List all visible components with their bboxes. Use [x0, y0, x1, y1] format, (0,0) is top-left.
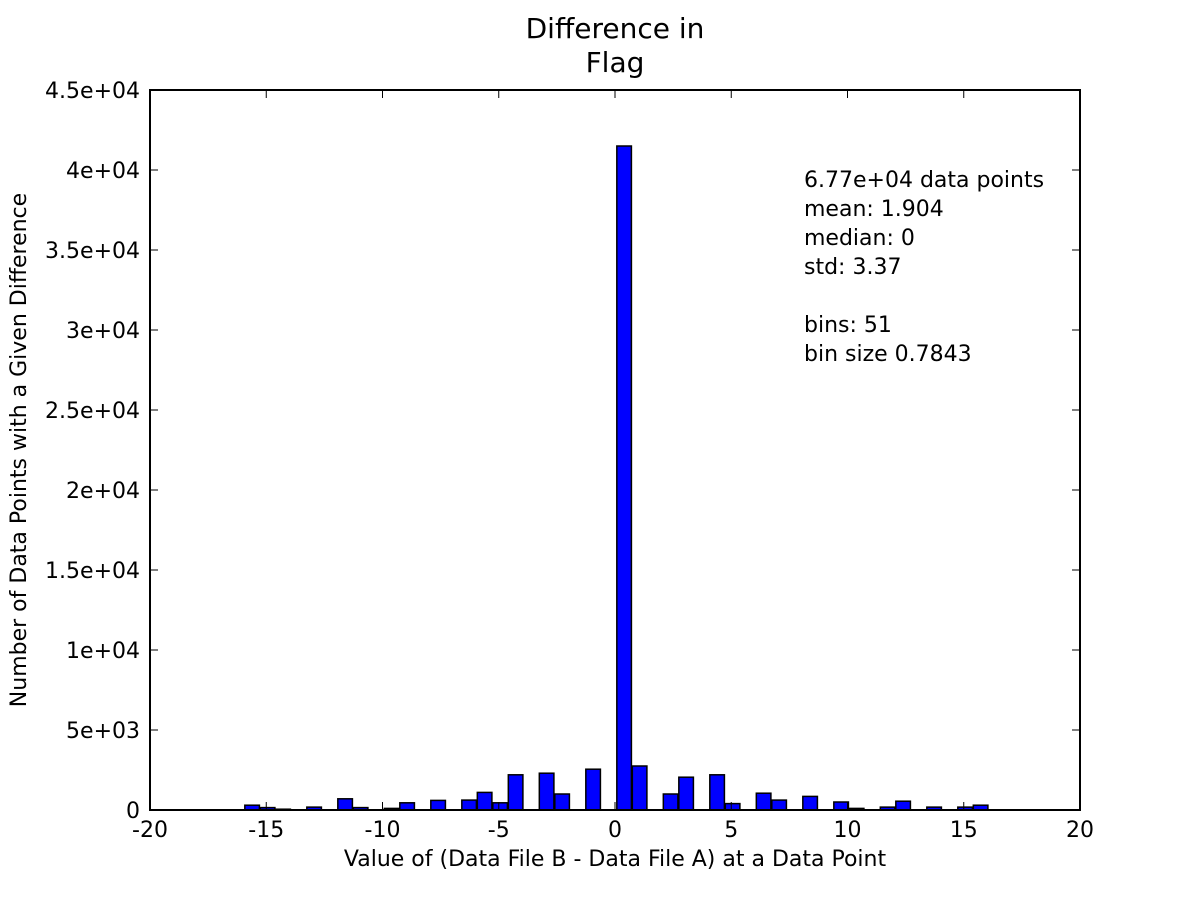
histogram-bar [631, 765, 648, 811]
annotation-line: median: 0 [804, 226, 915, 251]
x-tick-label: 5 [724, 818, 738, 843]
y-tick-label: 3e+04 [66, 319, 140, 344]
y-axis-label: Number of Data Points with a Given Diffe… [7, 193, 32, 707]
annotation-line: bin size 0.7843 [804, 342, 972, 367]
histogram-bar [895, 800, 912, 811]
chart-title-line-2: Flag [586, 46, 645, 79]
y-tick-label: 0 [126, 799, 140, 824]
histogram-bar [399, 802, 416, 811]
histogram-bar [771, 799, 788, 811]
histogram-bar [755, 792, 772, 811]
histogram-bar [616, 145, 633, 811]
histogram-bar [554, 793, 571, 811]
y-tick-label: 4e+04 [66, 159, 140, 184]
x-tick-label: 10 [834, 818, 862, 843]
histogram-bar [802, 795, 819, 811]
histogram-bar [461, 799, 478, 811]
annotation-line: std: 3.37 [804, 255, 901, 280]
y-tick-label: 2e+04 [66, 479, 140, 504]
ticks-group: -20 -15 -10 -5 0 5 10 15 20 0 5e+03 1e+04 1.5e+04 2e+… [45, 79, 1094, 843]
y-tick-label: 3.5e+04 [45, 239, 140, 264]
y-tick-label: 4.5e+04 [45, 79, 140, 104]
x-axis-label: Value of (Data File B - Data File A) at … [344, 847, 887, 872]
histogram-bar [538, 772, 555, 811]
bars-group [244, 145, 989, 811]
histogram-bar [492, 802, 509, 811]
histogram-bar [833, 801, 850, 811]
histogram-bar [337, 798, 354, 811]
y-tick-label: 1.5e+04 [45, 559, 140, 584]
y-tick-label: 5e+03 [66, 719, 140, 744]
stats-annotation: 6.77e+04 data points mean: 1.904 median: 0… [804, 168, 1044, 367]
histogram-bar [507, 774, 524, 811]
y-tick-label: 2.5e+04 [45, 399, 140, 424]
annotation-line: mean: 1.904 [804, 197, 944, 222]
x-tick-label: -10 [365, 818, 401, 843]
histogram-bar [585, 768, 602, 811]
x-tick-label: -5 [488, 818, 510, 843]
y-tick-label: 1e+04 [66, 639, 140, 664]
chart-title-line-1: Difference in [526, 12, 705, 45]
plot-frame [149, 89, 1081, 811]
x-tick-label: -20 [132, 818, 168, 843]
annotation-line: bins: 51 [804, 313, 892, 338]
histogram-bar [430, 799, 447, 811]
histogram-bar [662, 793, 679, 811]
x-tick-label: 0 [608, 818, 622, 843]
annotation-line: 6.77e+04 data points [804, 168, 1044, 193]
histogram-bar [476, 791, 493, 811]
x-tick-label: 15 [950, 818, 978, 843]
histogram-bar [709, 774, 726, 811]
x-tick-label: -15 [248, 818, 284, 843]
x-tick-label: 20 [1066, 818, 1094, 843]
histogram-bar [678, 776, 695, 811]
